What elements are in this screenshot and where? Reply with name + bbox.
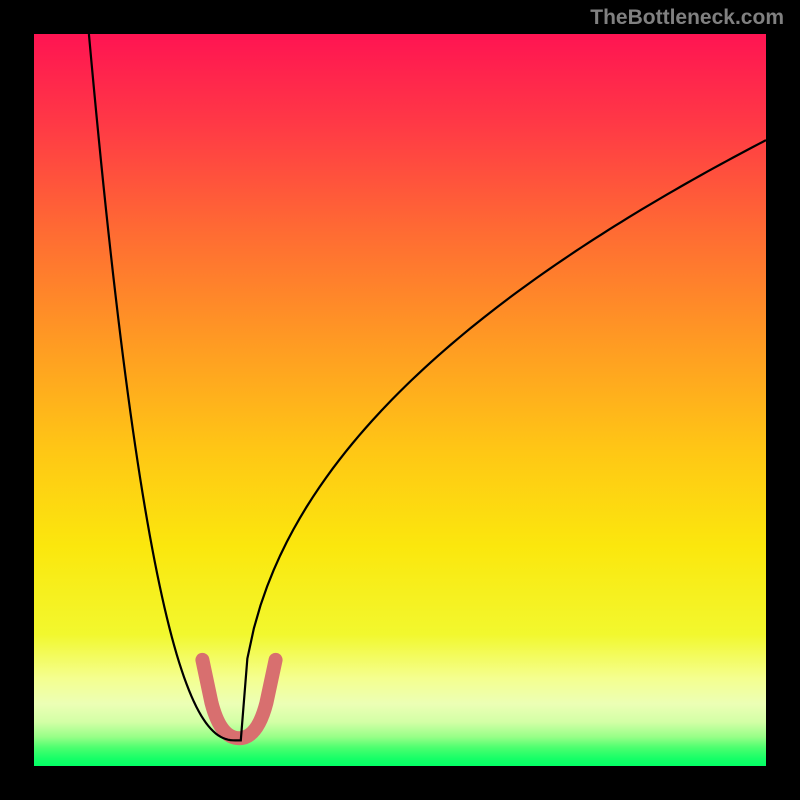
valley-highlight xyxy=(202,660,275,738)
plot-area xyxy=(34,34,766,766)
bottleneck-curve xyxy=(34,34,766,766)
watermark-text: TheBottleneck.com xyxy=(590,6,784,30)
curve-line xyxy=(89,34,766,740)
